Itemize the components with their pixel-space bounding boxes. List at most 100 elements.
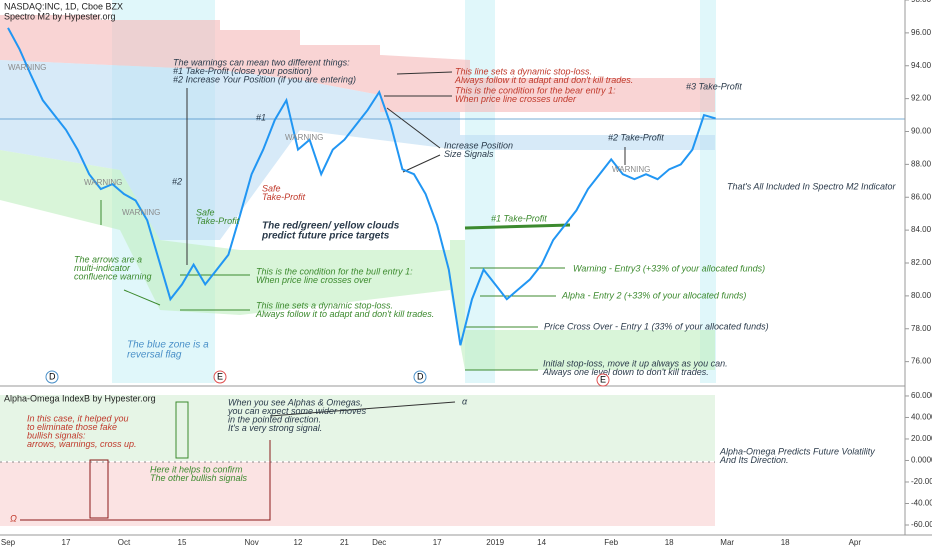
annotation: The other bullish signals — [150, 473, 248, 483]
annotation: Increase Position — [444, 140, 513, 150]
x-tick-label: 15 — [178, 538, 187, 547]
annotation: This is the condition for the bull entry… — [256, 266, 413, 276]
annotation: Size Signals — [444, 149, 494, 159]
annotation: D — [417, 371, 424, 381]
annotation: #2 Take-Profit — [608, 132, 664, 142]
annotation: Safe — [262, 183, 281, 193]
annotation: When price line crosses under — [455, 94, 577, 104]
symbol: NASDAQ:INC, 1D, Cboe BZX — [4, 1, 123, 11]
x-tick-label: Apr — [849, 538, 862, 547]
arrows — [20, 71, 626, 521]
x-tick-label: Sep — [1, 538, 16, 547]
annotation: This is the condition for the bear entry… — [455, 85, 616, 95]
annotation: predict future price targets — [261, 231, 390, 242]
annotation: When price line crosses over — [256, 275, 373, 285]
x-tick-label: 18 — [665, 538, 674, 547]
y-tick-label: 96.00 — [911, 28, 932, 37]
x-tick-label: 12 — [294, 538, 303, 547]
x-tick-label: Dec — [372, 538, 386, 547]
y-tick-label: 88.00 — [911, 159, 932, 168]
annotation: in the pointed direction. — [228, 414, 321, 424]
annotation: When you see Alphas & Omegas, — [228, 397, 363, 407]
arrow — [269, 401, 456, 417]
annotation: #3 Take-Profit — [686, 81, 742, 91]
annotation: Price Cross Over - Entry 1 (33% of your … — [544, 321, 769, 331]
annotation: In this case, it helped you — [27, 413, 129, 423]
annotation: And Its Direction. — [719, 455, 789, 465]
x-tick-label: 21 — [340, 538, 349, 547]
y-tick-label: 90.00 — [911, 127, 932, 136]
event-marker — [213, 370, 227, 384]
annotation: bullish signals: — [27, 430, 86, 440]
highlight-box — [89, 459, 109, 519]
annotation: This line sets a dynamic stop-loss. — [256, 300, 393, 310]
annotation: Initial stop-loss, move it up always as … — [543, 358, 728, 368]
x-tick-label: Oct — [118, 538, 131, 547]
annotation: #1 — [256, 112, 266, 122]
y-tick-label: 98.00 — [911, 0, 932, 4]
indicator-name: Spectro M2 by Hypester.org — [4, 11, 116, 21]
y-tick-label: 92.00 — [911, 94, 932, 103]
annotation: WARNING — [612, 165, 650, 174]
y-tick-label: 84.00 — [911, 225, 932, 234]
annotation: Always follow it to adapt and don't kill… — [454, 75, 633, 85]
annotation: Always follow it to adapt and don't kill… — [255, 309, 434, 319]
y-tick-label: 76.00 — [911, 357, 932, 366]
annotation: Alpha-Omega Predicts Future Volatility — [719, 446, 875, 456]
green-cloud — [0, 150, 715, 370]
annotation: D — [49, 371, 56, 381]
annotation: α — [462, 396, 468, 406]
annotation: WARNING — [285, 133, 323, 142]
y-tick-label: 78.00 — [911, 324, 932, 333]
y-tick-label: -40.0000 — [911, 499, 932, 508]
annotation: WARNING — [84, 178, 122, 187]
y-tick-label: 40.0000 — [911, 413, 932, 422]
osc-green-band — [0, 395, 715, 461]
arrow — [464, 223, 571, 230]
arrow — [402, 154, 441, 173]
red-cloud — [0, 15, 715, 112]
x-tick-label: Mar — [720, 538, 734, 547]
annotation: Alpha - Entry 2 (+33% of your allocated … — [561, 290, 746, 300]
annotation: #1 Take-Profit (close your position) — [173, 66, 312, 76]
x-tick-label: 17 — [433, 538, 442, 547]
x-tick-label: Feb — [604, 538, 618, 547]
annotation: #2 Increase Your Position (if you are en… — [173, 74, 356, 84]
annotation: Take-Profit — [196, 216, 240, 226]
x-tick-label: Nov — [244, 538, 258, 547]
x-tick-label: 2019 — [486, 538, 504, 547]
event-marker — [596, 373, 610, 387]
annotation: Here it helps to confirm — [150, 464, 243, 474]
annotation: Take-Profit — [262, 192, 306, 202]
annotation: #1 Take-Profit — [491, 213, 547, 223]
annotation: E — [600, 374, 606, 384]
annotation: The warnings can mean two different thin… — [173, 57, 350, 67]
osc-title: Alpha-Omega IndexB by Hypester.org — [4, 393, 156, 403]
arrow — [386, 107, 441, 149]
annotation: #2 — [172, 176, 182, 186]
annotation: Ω — [10, 513, 17, 523]
y-tick-label: 0.0000 — [911, 456, 932, 465]
arrow — [396, 71, 453, 75]
y-tick-label: 86.00 — [911, 192, 932, 201]
annotation: This line sets a dynamic stop-loss. — [455, 66, 592, 76]
annotation: confluence warning — [74, 271, 152, 281]
price-line — [7, 27, 716, 346]
annotation: The blue zone is a — [127, 340, 209, 351]
annotation: Safe — [196, 207, 215, 217]
annotation: The arrows are a — [74, 254, 142, 264]
y-tick-label: 94.00 — [911, 61, 932, 70]
y-tick-label: 60.0000 — [911, 391, 932, 400]
annotation: E — [217, 371, 223, 381]
annotation: WARNING — [8, 63, 46, 72]
reversal-zone — [465, 0, 495, 383]
x-tick-label: 14 — [537, 538, 546, 547]
y-tick-label: -60.0000 — [911, 520, 932, 529]
y-tick-label: -20.0000 — [911, 477, 932, 486]
annotation: you can expect some wider moves — [227, 406, 367, 416]
annotation: to eliminate those fake — [27, 422, 117, 432]
x-tick-label: 18 — [781, 538, 790, 547]
y-tick-label: 20.0000 — [911, 434, 932, 443]
annotation: WARNING — [122, 208, 160, 217]
